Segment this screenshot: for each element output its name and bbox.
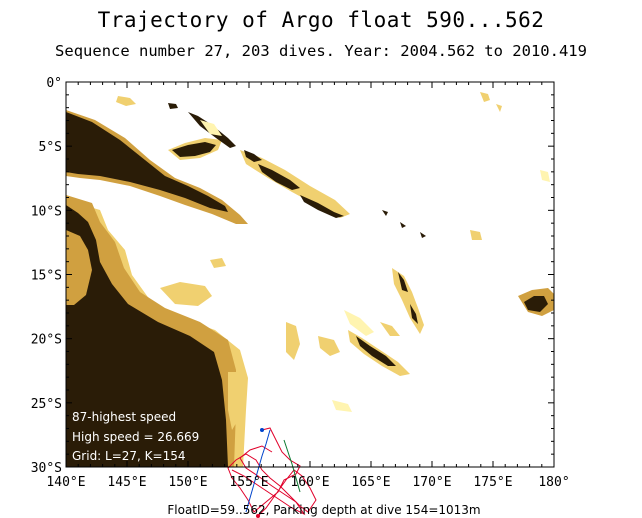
manus-land bbox=[168, 103, 178, 109]
lat-tick-label: 10°S bbox=[31, 204, 62, 219]
longitude-axis: 140°E 145°E 150°E 155°E 160°E 165°E 170°E 175°E… bbox=[46, 82, 570, 490]
lord-howe-shoal bbox=[318, 336, 340, 356]
solomons-land-2 bbox=[300, 195, 344, 218]
trajectory-start-marker bbox=[260, 428, 264, 432]
lat-tick-label: 30°S bbox=[31, 461, 62, 476]
coral-reef-strip bbox=[228, 372, 238, 430]
lon-tick-label: 165°E bbox=[351, 475, 390, 490]
lon-tick-label: 150°E bbox=[168, 475, 207, 490]
loyalty-shoal bbox=[380, 322, 400, 336]
latitude-axis: 0° 5°S 10°S 15°S 20°S 25°S 30°S bbox=[31, 76, 554, 476]
lat-tick-label: 0° bbox=[46, 76, 62, 91]
trajectory-path-2 bbox=[231, 445, 306, 516]
australia-land bbox=[66, 205, 228, 467]
trajectory-end-marker bbox=[256, 514, 260, 518]
trajectory-path-3 bbox=[245, 429, 271, 513]
lat-tick-label: 25°S bbox=[31, 397, 62, 412]
speed-legend: 87-highest speed High speed = 26.669 Gri… bbox=[72, 410, 199, 463]
solomons-land bbox=[258, 164, 300, 190]
santa-cruz-land bbox=[382, 210, 426, 238]
new-britain-land bbox=[172, 142, 216, 157]
chesterfield-shoal bbox=[286, 322, 300, 360]
lon-tick-label: 160°E bbox=[290, 475, 329, 490]
bathymetry-layer bbox=[66, 92, 554, 467]
footer-caption: FloatID=59..562, Parking depth at dive 1… bbox=[167, 503, 480, 517]
bougainville-shoal bbox=[200, 120, 222, 136]
lon-tick-label: 140°E bbox=[46, 475, 85, 490]
new-guinea-land bbox=[66, 112, 228, 212]
norfolk-shoal bbox=[332, 400, 352, 412]
north-shoal bbox=[480, 92, 502, 112]
loyalty-ridge-shoal bbox=[344, 310, 374, 336]
lat-tick-label: 20°S bbox=[31, 333, 62, 348]
map-subtitle: Sequence number 27, 203 dives. Year: 200… bbox=[55, 42, 587, 60]
marion-plateau bbox=[210, 258, 226, 268]
trajectory-path-4 bbox=[283, 439, 301, 493]
rotuma-shoal bbox=[470, 230, 482, 240]
solomons-land-3 bbox=[244, 150, 262, 162]
new-caledonia-land bbox=[356, 336, 396, 366]
map-title: Trajectory of Argo float 590...562 bbox=[97, 8, 545, 32]
lat-tick-label: 5°S bbox=[39, 140, 62, 155]
legend-line-3: Grid: L=27, K=154 bbox=[72, 449, 186, 463]
gulf-shallow bbox=[66, 230, 92, 305]
legend-line-1: 87-highest speed bbox=[72, 410, 176, 424]
lon-tick-label: 145°E bbox=[107, 475, 146, 490]
lon-tick-label: 170°E bbox=[412, 475, 451, 490]
lat-tick-label: 15°S bbox=[31, 269, 62, 284]
tonga-shoal bbox=[540, 170, 550, 182]
lon-tick-label: 180° bbox=[538, 475, 569, 490]
lon-tick-label: 155°E bbox=[229, 475, 268, 490]
fiji-land bbox=[524, 296, 548, 312]
lon-tick-label: 175°E bbox=[473, 475, 512, 490]
queensland-plateau bbox=[160, 282, 212, 306]
vanuatu-land bbox=[398, 272, 418, 324]
manus-shoal bbox=[116, 96, 136, 106]
legend-line-2: High speed = 26.669 bbox=[72, 430, 199, 444]
